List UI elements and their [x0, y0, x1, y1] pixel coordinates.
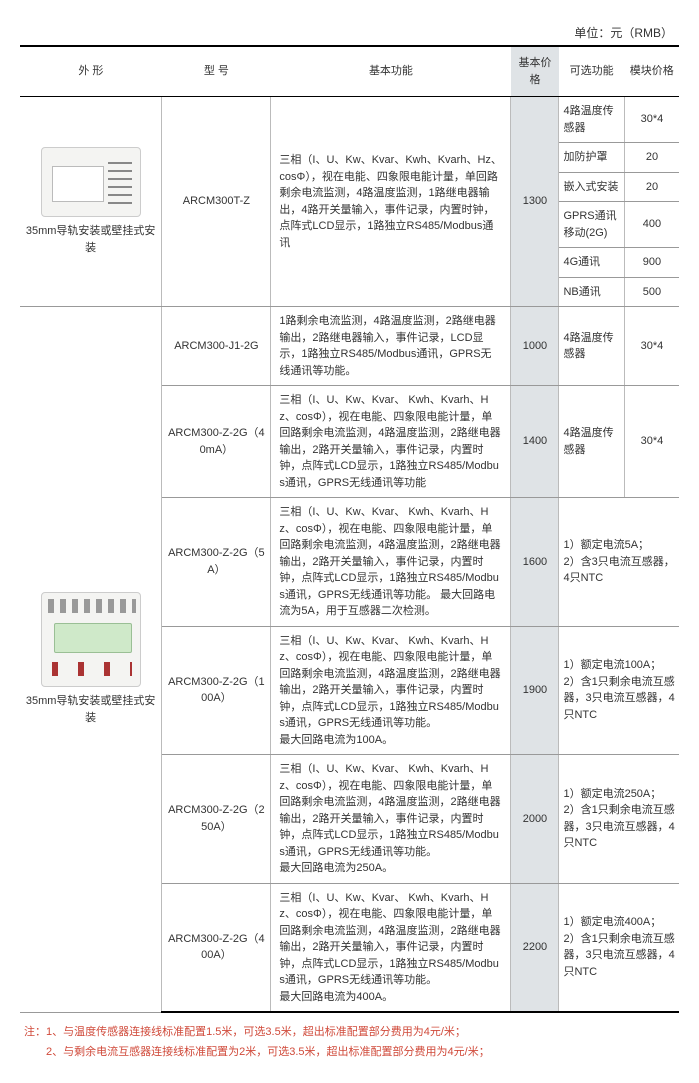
- shape-cell: 35mm导轨安装或壁挂式安装: [20, 307, 162, 1013]
- opt-cell: 4G通讯: [559, 248, 624, 278]
- header-func: 基本功能: [271, 46, 511, 97]
- model-cell: ARCM300-Z-2G（250A）: [162, 755, 271, 884]
- price-cell: 1900: [511, 626, 559, 755]
- table-row: 35mm导轨安装或壁挂式安装 ARCM300-J1-2G 1路剩余电流监测，4路…: [20, 307, 679, 386]
- header-opt: 可选功能: [559, 46, 624, 97]
- opt-cell: 加防护罩: [559, 143, 624, 173]
- shape-cell: 35mm导轨安装或壁挂式安装: [20, 97, 162, 307]
- header-shape: 外 形: [20, 46, 162, 97]
- func-cell: 三相（I、U、Kw、Kvar、 Kwh、Kvarh、Hz、cosΦ），视在电能、…: [271, 755, 511, 884]
- opt-cell: GPRS通讯移动(2G): [559, 202, 624, 248]
- price-cell: 2000: [511, 755, 559, 884]
- model-cell: ARCM300-J1-2G: [162, 307, 271, 386]
- model-cell: ARCM300-Z-2G（400A）: [162, 883, 271, 1012]
- header-model: 型 号: [162, 46, 271, 97]
- func-cell: 三相（I、U、Kw、Kvar、 Kwh、Kvarh、Hz、cosΦ），视在电能、…: [271, 498, 511, 627]
- modprice-cell: 30*4: [624, 97, 679, 143]
- modprice-cell: 500: [624, 277, 679, 307]
- opt-cell: 4路温度传感器: [559, 307, 624, 386]
- modprice-cell: 30*4: [624, 307, 679, 386]
- func-cell: 三相（I、U、Kw、Kvar、 Kwh、Kvarh、Hz、cosΦ），视在电能、…: [271, 626, 511, 755]
- modprice-cell: 1）额定电流5A； 2）含3只电流互感器，4只NTC: [559, 498, 679, 627]
- model-cell: ARCM300-Z-2G（100A）: [162, 626, 271, 755]
- shape-caption: 35mm导轨安装或壁挂式安装: [24, 223, 157, 256]
- func-cell: 三相（I、U、Kw、Kvar、Kwh、Kvarh、Hz、cosΦ），视在电能、四…: [271, 97, 511, 307]
- modprice-cell: 400: [624, 202, 679, 248]
- modprice-cell: 20: [624, 143, 679, 173]
- price-cell: 1300: [511, 97, 559, 307]
- func-cell: 三相（I、U、Kw、Kvar、 Kwh、Kvarh、Hz、cosΦ），视在电能、…: [271, 883, 511, 1012]
- device-image: [41, 147, 141, 217]
- modprice-cell: 1）额定电流400A； 2）含1只剩余电流互感器，3只电流互感器，4只NTC: [559, 883, 679, 1012]
- opt-cell: 4路温度传感器: [559, 386, 624, 498]
- device-image: [41, 592, 141, 687]
- header-row: 外 形 型 号 基本功能 基本价格 可选功能 模块价格: [20, 46, 679, 97]
- price-cell: 1400: [511, 386, 559, 498]
- header-price: 基本价格: [511, 46, 559, 97]
- func-cell: 三相（I、U、Kw、Kvar、 Kwh、Kvarh、Hz、cosΦ），视在电能、…: [271, 386, 511, 498]
- table-row: 35mm导轨安装或壁挂式安装 ARCM300T-Z 三相（I、U、Kw、Kvar…: [20, 97, 679, 143]
- model-cell: ARCM300-Z-2G（5A）: [162, 498, 271, 627]
- shape-caption: 35mm导轨安装或壁挂式安装: [24, 693, 157, 726]
- func-cell: 1路剩余电流监测，4路温度监测，2路继电器输出，2路继电器输入，事件记录，LCD…: [271, 307, 511, 386]
- footnote-1: 注：1、与温度传感器连接线标准配置1.5米，可选3.5米，超出标准配置部分费用为…: [24, 1023, 679, 1043]
- modprice-cell: 1）额定电流100A； 2）含1只剩余电流互感器，3只电流互感器，4只NTC: [559, 626, 679, 755]
- footnote-2: 2、与剩余电流互感器连接线标准配置为2米，可选3.5米，超出标准配置部分费用为4…: [24, 1043, 679, 1063]
- opt-cell: 4路温度传感器: [559, 97, 624, 143]
- price-cell: 1000: [511, 307, 559, 386]
- modprice-cell: 1）额定电流250A； 2）含1只剩余电流互感器，3只电流互感器，4只NTC: [559, 755, 679, 884]
- model-cell: ARCM300-Z-2G（40mA）: [162, 386, 271, 498]
- header-modprice: 模块价格: [624, 46, 679, 97]
- model-cell: ARCM300T-Z: [162, 97, 271, 307]
- opt-cell: NB通讯: [559, 277, 624, 307]
- unit-label: 单位：元（RMB）: [20, 20, 679, 45]
- price-cell: 2200: [511, 883, 559, 1012]
- footnotes: 注：1、与温度传感器连接线标准配置1.5米，可选3.5米，超出标准配置部分费用为…: [20, 1023, 679, 1063]
- modprice-cell: 900: [624, 248, 679, 278]
- spec-table: 外 形 型 号 基本功能 基本价格 可选功能 模块价格 35mm导轨安装或壁挂式…: [20, 45, 679, 1013]
- modprice-cell: 30*4: [624, 386, 679, 498]
- modprice-cell: 20: [624, 172, 679, 202]
- opt-cell: 嵌入式安装: [559, 172, 624, 202]
- price-cell: 1600: [511, 498, 559, 627]
